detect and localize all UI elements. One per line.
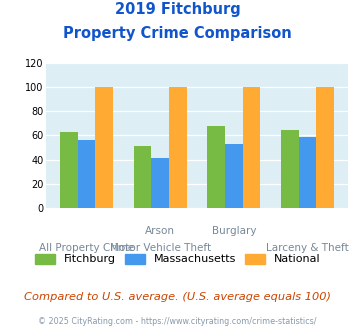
Bar [60,132,77,208]
Text: Arson: Arson [145,226,175,236]
Bar [133,146,151,208]
Text: Larceny & Theft: Larceny & Theft [266,243,349,252]
Bar [151,158,169,208]
Text: Burglary: Burglary [212,226,256,236]
Bar [207,126,225,208]
Text: Property Crime Comparison: Property Crime Comparison [63,26,292,41]
Bar [169,87,187,208]
Text: All Property Crime: All Property Crime [39,243,134,252]
Legend: Fitchburg, Massachusetts, National: Fitchburg, Massachusetts, National [33,251,322,267]
Bar [299,137,317,208]
Bar [77,140,95,208]
Text: Motor Vehicle Theft: Motor Vehicle Theft [110,243,211,252]
Text: 2019 Fitchburg: 2019 Fitchburg [115,2,240,16]
Bar [225,144,243,208]
Text: © 2025 CityRating.com - https://www.cityrating.com/crime-statistics/: © 2025 CityRating.com - https://www.city… [38,317,317,326]
Bar [281,130,299,208]
Bar [243,87,261,208]
Bar [317,87,334,208]
Text: Compared to U.S. average. (U.S. average equals 100): Compared to U.S. average. (U.S. average … [24,292,331,302]
Bar [95,87,113,208]
